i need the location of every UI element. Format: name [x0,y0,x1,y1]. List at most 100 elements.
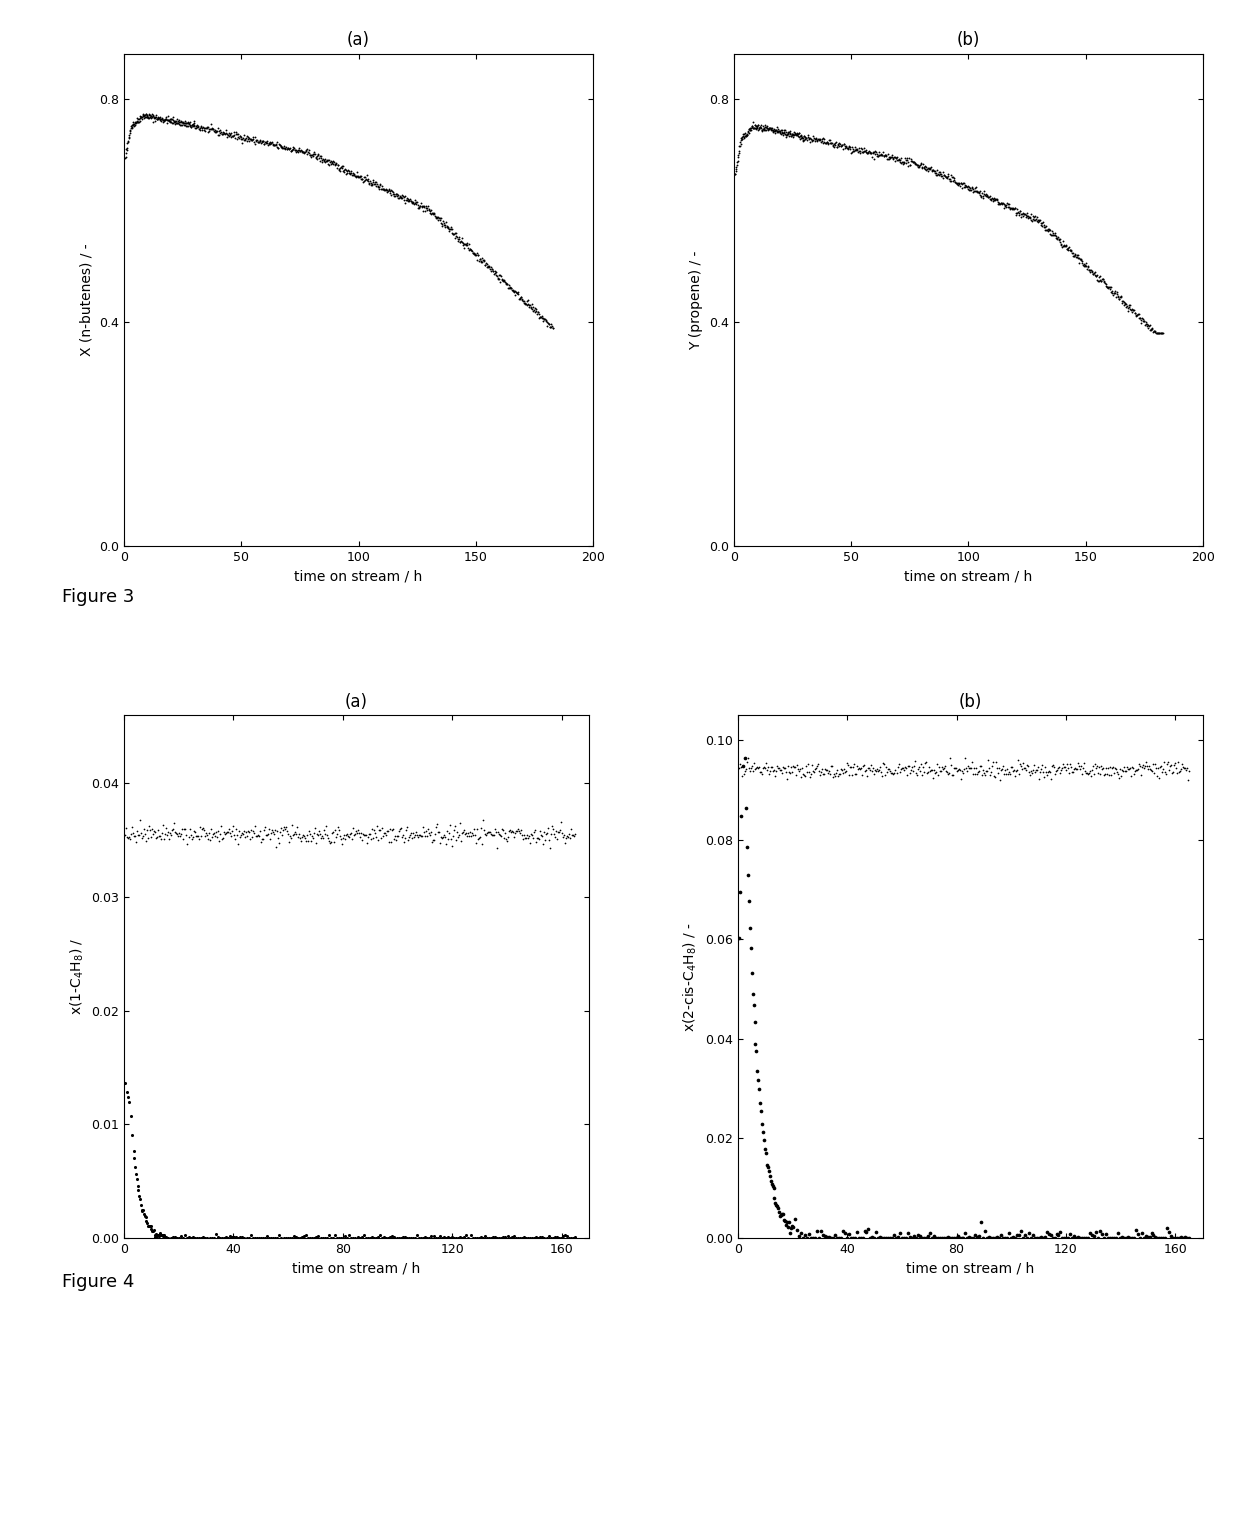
Point [285,138,305,163]
Point [799,125,818,149]
Point [518,826,538,851]
Point [423,201,443,226]
Point [1135,312,1154,337]
Point [517,289,537,314]
Point [1017,1226,1037,1250]
Point [847,1220,867,1244]
Point [441,217,461,241]
Point [320,831,340,855]
Point [236,820,255,844]
Point [481,258,501,283]
Point [894,151,914,175]
Point [742,961,761,986]
Point [242,824,262,849]
Point [1047,758,1066,783]
Point [785,1207,805,1232]
Point [300,143,320,168]
Point [455,821,475,846]
Point [417,820,436,844]
Point [413,815,433,840]
Point [218,817,238,841]
Point [1039,218,1059,243]
Point [378,818,398,843]
Point [218,1226,238,1250]
Point [139,106,159,131]
Point [894,757,914,781]
Point [317,826,337,851]
Point [980,1224,999,1249]
Point [1094,763,1114,787]
Point [143,109,162,134]
Point [914,1226,934,1250]
Point [991,191,1011,215]
Point [185,112,205,137]
Point [133,105,153,129]
Point [743,754,763,778]
Point [342,163,362,188]
Point [1145,752,1164,777]
Point [787,122,807,146]
Point [1032,212,1052,237]
Point [795,763,815,787]
Point [345,165,365,189]
Point [1053,234,1073,258]
Point [471,1224,491,1249]
Point [367,175,387,200]
Point [1123,298,1143,323]
Point [1084,1224,1104,1249]
Point [816,131,836,155]
Point [1167,1226,1187,1250]
Point [306,1224,326,1249]
Point [895,148,915,172]
Point [771,120,791,145]
Point [415,823,435,847]
Point [970,754,990,778]
Point [880,145,900,169]
Point [883,760,903,784]
Point [484,823,503,847]
Point [941,169,961,194]
Point [785,120,805,145]
Point [789,122,808,146]
Point [914,155,934,180]
Point [115,146,135,171]
Point [1035,755,1055,780]
Point [1149,766,1169,791]
Point [961,1226,981,1250]
Point [312,149,332,174]
Point [348,163,368,188]
Point [1091,269,1111,294]
Point [766,1193,786,1218]
Point [799,752,818,777]
Point [498,824,518,849]
Point [401,1226,420,1250]
Point [207,824,227,849]
Point [1079,257,1099,281]
Point [451,829,471,854]
Point [343,163,363,188]
Point [777,120,797,145]
Point [503,1224,523,1249]
Point [993,761,1013,786]
Point [1140,317,1159,341]
Point [936,165,956,189]
Point [787,123,807,148]
Point [415,198,435,223]
Point [321,148,341,172]
Point [735,125,755,149]
Point [286,140,306,165]
Point [799,126,818,151]
Point [294,1224,314,1249]
Point [962,749,982,774]
Point [434,1224,454,1249]
Point [1035,217,1055,241]
Point [388,183,408,208]
Point [228,1226,248,1250]
Point [432,212,451,237]
Point [237,129,257,154]
Point [538,311,558,335]
Point [1081,763,1101,787]
Point [341,820,361,844]
Point [182,112,202,137]
Point [976,758,996,783]
